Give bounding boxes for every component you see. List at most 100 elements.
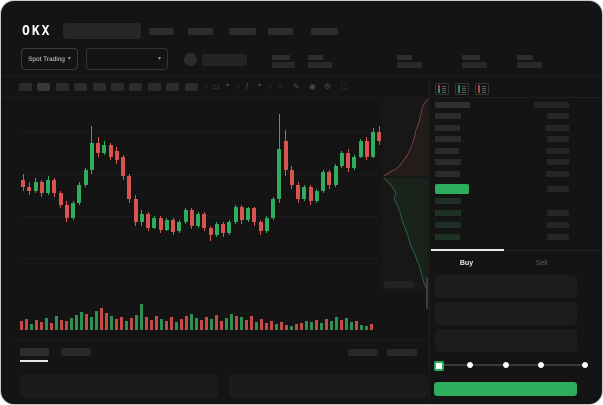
candle-type-icon[interactable]: ▭ bbox=[212, 82, 220, 91]
icon-line bbox=[482, 91, 486, 93]
timeframe-button[interactable] bbox=[55, 83, 69, 91]
fullscreen-icon[interactable]: ⛶ bbox=[341, 82, 347, 91]
candle-body bbox=[233, 206, 238, 222]
slider-stop[interactable] bbox=[503, 362, 509, 368]
candle-body bbox=[133, 198, 138, 222]
volume-bar bbox=[215, 315, 218, 330]
nav-item-placeholder[interactable] bbox=[188, 28, 213, 35]
nav-item-placeholder[interactable] bbox=[268, 28, 293, 35]
last-price-bar[interactable] bbox=[435, 184, 469, 194]
ask-row[interactable] bbox=[435, 171, 460, 177]
nav-item-placeholder[interactable] bbox=[149, 28, 174, 35]
amount-slider[interactable] bbox=[438, 364, 585, 366]
volume-bar bbox=[225, 318, 228, 330]
indicators-icon[interactable]: ƒ bbox=[245, 82, 250, 91]
ask-row[interactable] bbox=[435, 125, 460, 131]
bid-row[interactable] bbox=[435, 222, 461, 228]
icon-cell bbox=[438, 87, 441, 89]
volume-bar bbox=[345, 318, 348, 330]
stat-label-placeholder bbox=[397, 55, 412, 60]
slider-stop-selected[interactable] bbox=[434, 361, 444, 371]
timeframe-button[interactable] bbox=[19, 83, 32, 91]
timeframe-button[interactable] bbox=[147, 83, 161, 91]
stat-label-placeholder bbox=[517, 55, 533, 60]
slider-stop[interactable] bbox=[467, 362, 473, 368]
bid-row[interactable] bbox=[435, 234, 460, 240]
slider-stop[interactable] bbox=[538, 362, 544, 368]
candle-body bbox=[214, 223, 219, 236]
scrollbar-thumb[interactable] bbox=[426, 277, 428, 309]
nav-item-placeholder[interactable] bbox=[311, 28, 338, 35]
timeframe-button[interactable] bbox=[111, 83, 124, 91]
bottom-toolbar-placeholder[interactable] bbox=[348, 349, 378, 356]
volume-bar bbox=[65, 321, 68, 330]
volume-bar bbox=[190, 314, 193, 330]
icon-cell bbox=[478, 91, 481, 93]
bottom-toolbar-placeholder[interactable] bbox=[387, 349, 417, 356]
volume-bar bbox=[165, 321, 168, 330]
bid-row[interactable] bbox=[435, 198, 461, 204]
timeframe-button[interactable] bbox=[166, 83, 180, 91]
volume-bar bbox=[180, 319, 183, 330]
tab-sell[interactable]: Sell bbox=[535, 259, 548, 267]
volume-bar bbox=[130, 318, 133, 330]
timeframe-button[interactable] bbox=[92, 83, 106, 91]
volume-bar bbox=[95, 311, 98, 330]
icon-cell bbox=[478, 85, 481, 87]
draw-tool-icon[interactable]: ✎ bbox=[293, 82, 300, 91]
last-price-bar-amount bbox=[547, 186, 569, 192]
orderbook-asks-icon[interactable] bbox=[475, 83, 489, 95]
order-input-field[interactable] bbox=[435, 329, 577, 352]
order-input-field[interactable] bbox=[435, 302, 577, 325]
buy-submit-button[interactable] bbox=[434, 382, 577, 396]
volume-bar bbox=[220, 321, 223, 330]
bottom-tab-order-history[interactable] bbox=[61, 348, 91, 356]
bid-row-amount bbox=[547, 210, 569, 216]
timeframe-button[interactable] bbox=[74, 83, 88, 91]
search-input[interactable] bbox=[63, 23, 141, 39]
pair-select[interactable]: ▾ bbox=[86, 48, 168, 70]
bid-row-amount bbox=[547, 222, 569, 228]
icon-row bbox=[458, 89, 466, 91]
bid-row[interactable] bbox=[435, 210, 461, 216]
candle-body bbox=[333, 166, 338, 186]
tab-buy[interactable]: Buy bbox=[459, 259, 474, 267]
ask-row[interactable] bbox=[435, 148, 459, 154]
candle-body bbox=[246, 208, 250, 220]
ask-row[interactable] bbox=[435, 113, 461, 119]
candle-body bbox=[114, 150, 119, 161]
camera-icon[interactable]: ◉ bbox=[309, 82, 316, 91]
candle-body bbox=[58, 193, 63, 205]
timeframe-button[interactable] bbox=[184, 83, 198, 91]
icon-line bbox=[442, 85, 446, 87]
settings-icon[interactable]: ⚙ bbox=[324, 82, 332, 91]
market-type-select[interactable]: Spot Trading ▾ bbox=[21, 48, 78, 70]
chevron-down-icon[interactable]: ▾ bbox=[258, 83, 262, 89]
icon-cell bbox=[458, 91, 461, 93]
timeframe-button[interactable] bbox=[129, 83, 143, 91]
stat-label-placeholder bbox=[272, 55, 290, 60]
line-tool-icon[interactable]: ~ bbox=[278, 82, 283, 91]
orderbook-header[interactable] bbox=[435, 102, 470, 108]
candle-body bbox=[227, 221, 232, 234]
timeframe-button[interactable] bbox=[37, 83, 51, 91]
chevron-down-icon[interactable]: ▾ bbox=[226, 83, 230, 89]
bottom-tab-open-orders[interactable] bbox=[20, 348, 49, 356]
icon-cell bbox=[458, 89, 461, 91]
slider-stop[interactable] bbox=[582, 362, 588, 368]
candle-body bbox=[327, 172, 332, 186]
ask-row-amount bbox=[547, 136, 569, 142]
volume-bar bbox=[275, 324, 278, 330]
ask-row[interactable] bbox=[435, 159, 461, 165]
order-input-field[interactable] bbox=[435, 275, 577, 298]
candle-body bbox=[33, 181, 38, 192]
candle-body bbox=[314, 191, 319, 201]
orderbook-all-icon[interactable] bbox=[435, 83, 449, 95]
volume-bar bbox=[315, 320, 318, 330]
stat-value-placeholder bbox=[308, 62, 332, 68]
volume-bar bbox=[330, 321, 333, 330]
ask-row[interactable] bbox=[435, 136, 461, 142]
nav-item-placeholder[interactable] bbox=[229, 28, 256, 35]
orderbook-bids-icon[interactable] bbox=[455, 83, 469, 95]
